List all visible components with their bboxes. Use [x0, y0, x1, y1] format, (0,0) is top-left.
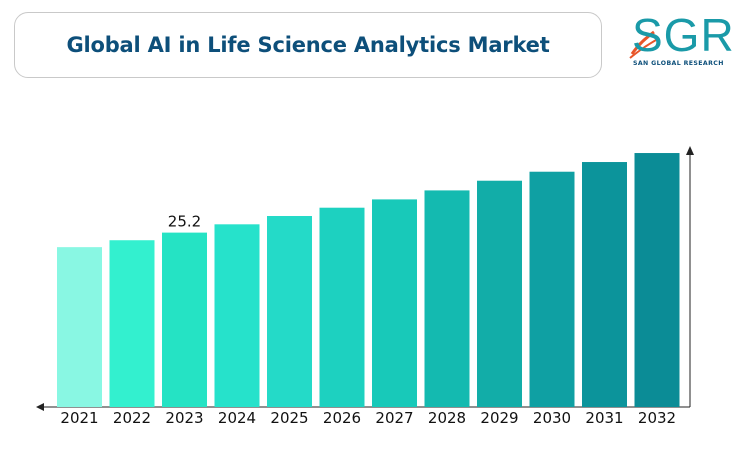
sgr-logo: SGR SAN GLOBAL RESEARCH — [628, 9, 734, 74]
bar-2027 — [372, 199, 417, 407]
x-tick-2025: 2025 — [270, 409, 308, 427]
x-tick-2027: 2027 — [375, 409, 413, 427]
title-box: Global AI in Life Science Analytics Mark… — [14, 12, 602, 78]
bar-2032 — [634, 153, 680, 407]
bar-2026 — [319, 207, 365, 407]
x-tick-2023: 2023 — [165, 409, 203, 427]
bar-2024 — [214, 224, 260, 407]
logo-subtitle: SAN GLOBAL RESEARCH — [633, 60, 724, 67]
x-tick-2030: 2030 — [533, 409, 571, 427]
x-tick-2031: 2031 — [585, 409, 623, 427]
data-label-2023: 25.2 — [168, 213, 201, 231]
y-axis-arrow-icon — [686, 146, 694, 155]
bar-2029 — [477, 180, 522, 407]
x-tick-2032: 2032 — [638, 409, 676, 427]
logo-swoosh-icon — [629, 30, 657, 59]
chart-title: Global AI in Life Science Analytics Mark… — [66, 33, 550, 57]
x-tick-2029: 2029 — [480, 409, 518, 427]
x-tick-2028: 2028 — [428, 409, 466, 427]
bar-2031 — [582, 162, 627, 407]
bar-2023 — [162, 232, 207, 407]
logo-letters: SGR — [632, 9, 735, 61]
bar-2025 — [267, 216, 312, 407]
x-tick-2021: 2021 — [60, 409, 98, 427]
x-tick-2026: 2026 — [323, 409, 361, 427]
x-axis-arrow-icon — [36, 403, 44, 411]
x-tick-2022: 2022 — [113, 409, 151, 427]
bar-2028 — [424, 190, 470, 407]
x-tick-2024: 2024 — [218, 409, 256, 427]
bar-2022 — [109, 240, 155, 407]
bar-2021 — [57, 247, 102, 407]
bar-2030 — [529, 171, 575, 407]
